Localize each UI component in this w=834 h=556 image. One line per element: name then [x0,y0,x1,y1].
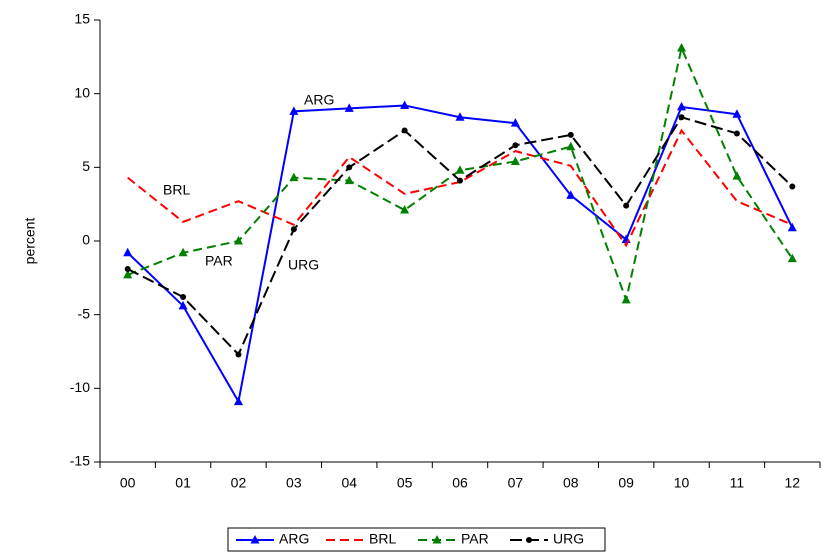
data-point [510,156,520,165]
data-point [455,112,465,121]
legend-label: ARG [279,531,309,547]
data-point [178,300,188,310]
data-point [289,172,299,182]
x-tick-label: 12 [785,475,801,491]
data-point [344,175,354,185]
data-point [289,106,299,115]
data-point [346,164,353,171]
y-tick-label: -10 [70,379,90,395]
annotation: PAR [205,253,233,269]
data-point [400,205,410,214]
y-tick-label: 15 [74,11,90,27]
y-tick-label: 10 [74,84,90,100]
data-point [677,101,687,111]
data-point [180,293,187,300]
x-tick-label: 04 [341,475,357,491]
series-line [127,116,793,357]
x-tick-label: 09 [618,475,634,491]
legend-label: PAR [461,531,489,547]
x-tick-label: 05 [397,475,413,491]
y-tick-label: 5 [82,158,90,174]
data-point [678,114,685,121]
data-point [732,109,742,118]
annotation: ARG [304,92,334,108]
x-tick-label: 08 [563,475,579,491]
data-point [787,222,797,232]
data-point [400,100,410,109]
y-tick-label: -5 [78,305,91,321]
legend-label: URG [553,531,584,547]
data-point [512,142,519,149]
x-tick-label: 10 [674,475,690,491]
data-point [789,183,796,190]
x-tick-label: 01 [175,475,191,491]
data-point [621,294,631,304]
legend-box [227,527,606,552]
x-tick-label: 06 [452,475,468,491]
data-point [566,190,576,199]
annotation: URG [288,257,319,273]
data-point [567,131,574,138]
series-line [127,128,793,248]
x-tick-label: 03 [286,475,302,491]
data-point [787,253,797,263]
data-point [677,42,687,52]
x-tick-label: 11 [730,475,745,491]
data-point [344,103,354,112]
y-axis-label: percent [22,218,38,265]
data-point [566,141,576,151]
y-tick-label: -15 [70,453,90,469]
data-point [732,171,742,180]
legend-marker [432,535,442,544]
data-point [401,127,408,134]
data-point [510,118,520,127]
data-point [457,177,463,184]
x-tick-label: 02 [231,475,247,491]
x-tick-label: 07 [508,475,524,491]
data-point [233,236,243,245]
legend-marker [250,535,260,544]
y-tick-label: 0 [82,232,90,248]
data-point [124,265,131,272]
data-point [233,396,243,406]
data-point [235,351,242,358]
data-point [455,165,465,174]
data-point [290,226,297,233]
data-point [733,130,740,137]
legend-label: BRL [369,531,396,547]
x-tick-label: 00 [120,475,136,491]
legend-marker [526,537,532,543]
data-point [123,247,133,257]
data-point [123,269,133,279]
data-point [623,202,630,209]
annotation: BRL [163,182,190,198]
data-point [178,247,188,257]
